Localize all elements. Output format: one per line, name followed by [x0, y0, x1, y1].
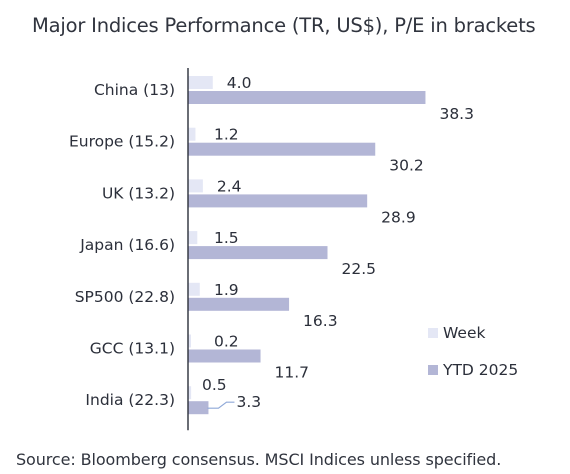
category-label: Japan (16.6) [79, 236, 175, 254]
category-label: UK (13.2) [102, 184, 175, 202]
week-value-label: 2.4 [217, 177, 242, 195]
bar-week [188, 386, 192, 400]
category-label: India (22.3) [85, 391, 175, 409]
ytd-value-label: 11.7 [275, 364, 310, 382]
value-labels: 4.0 38.3 1.2 30.2 2.4 28.9 1.5 22.5 1.9 16.3 0.2 11… [202, 74, 474, 411]
bar-ytd [188, 142, 376, 156]
bar-ytd [188, 91, 426, 104]
ytd-value-label: 38.3 [439, 105, 474, 123]
week-value-label: 1.2 [214, 126, 239, 144]
bar-week [188, 231, 198, 245]
ytd-leader-line [207, 401, 235, 409]
category-label: China (13) [94, 81, 175, 99]
week-value-label: 1.5 [214, 229, 239, 247]
chart-title: Major Indices Performance (TR, US$), P/E… [32, 14, 536, 37]
bar-week [188, 76, 213, 89]
week-value-label: 0.5 [202, 376, 227, 394]
category-label: Europe (15.2) [69, 133, 175, 151]
ytd-value-label: 28.9 [381, 208, 416, 226]
legend-label: YTD 2025 [442, 361, 518, 379]
week-value-label: 0.2 [214, 333, 239, 351]
bars [188, 76, 426, 415]
legend-swatch [428, 365, 438, 375]
week-value-label: 1.9 [214, 281, 239, 299]
category-labels: China (13) Europe (15.2) UK (13.2) Japan (1… [69, 81, 175, 409]
ytd-value-label: 3.3 [236, 393, 261, 411]
category-label: SP500 (22.8) [75, 288, 175, 306]
bar-week [188, 334, 191, 348]
ytd-value-label: 16.3 [303, 312, 338, 330]
ytd-value-label: 22.5 [342, 260, 377, 278]
bar-ytd [188, 246, 328, 260]
legend-swatch [428, 328, 438, 338]
category-label: GCC (13.1) [90, 340, 175, 358]
bar-week [188, 179, 203, 193]
source-note: Source: Bloomberg consensus. MSCI Indice… [16, 450, 502, 469]
bar-ytd [188, 401, 209, 415]
bar-ytd [188, 297, 290, 311]
ytd-value-label: 30.2 [389, 157, 424, 175]
legend-label: Week [443, 324, 485, 342]
bar-ytd [188, 349, 261, 363]
bar-week [188, 127, 196, 141]
bar-ytd [188, 194, 368, 208]
bar-week [188, 282, 200, 296]
week-value-label: 4.0 [227, 74, 252, 92]
legend: Week YTD 2025 [428, 324, 518, 379]
